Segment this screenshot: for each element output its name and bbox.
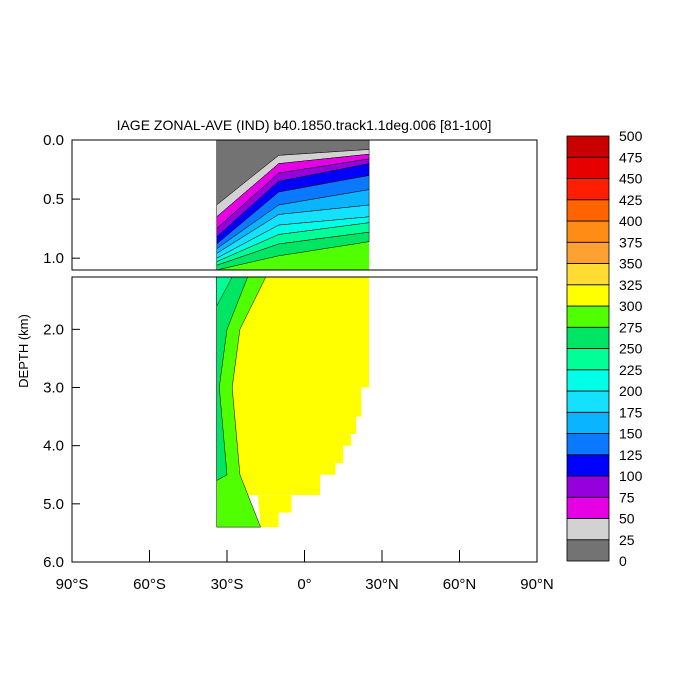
- colorbar-label: 400: [619, 213, 643, 229]
- colorbar: 0 25 50 75 100 125 150 175 200 225 250 275 300 325 350…: [566, 128, 643, 569]
- y-tick-label: 2.0: [43, 321, 64, 338]
- chart-title: IAGE ZONAL-AVE (IND) b40.1850.track1.1de…: [117, 117, 492, 133]
- colorbar-label: 500: [619, 128, 643, 144]
- colorbar-label: 175: [619, 404, 643, 420]
- upper-y-ticks: 0.0 0.5 1.0: [43, 132, 80, 267]
- colorbar-label: 475: [619, 149, 643, 165]
- x-tick-label: 30°N: [365, 576, 399, 593]
- colorbar-swatch: [566, 178, 610, 201]
- y-tick-label: 0.0: [43, 132, 64, 149]
- y-tick-label: 0.5: [43, 191, 64, 208]
- colorbar-label: 350: [619, 256, 643, 272]
- colorbar-label: 25: [619, 532, 635, 548]
- land-mask-deep: [291, 512, 371, 562]
- lower-panel: 2.03.04.05.06.0 90°S 60°S 30°S 0° 30°N 60°N 90…: [43, 276, 554, 593]
- colorbar-label: 75: [619, 489, 635, 505]
- upper-plot-area: [216, 139, 370, 271]
- colorbar-label: 200: [619, 383, 643, 399]
- colorbar-label: 100: [619, 468, 643, 484]
- y-axis-label: DEPTH (km): [16, 314, 31, 388]
- x-tick-label: 60°S: [133, 576, 166, 593]
- y-tick-label: 1.0: [43, 250, 64, 267]
- colorbar-label: 125: [619, 447, 643, 463]
- y-tick-label: 4.0: [43, 438, 64, 455]
- colorbar-label: 275: [619, 319, 643, 335]
- lower-y-ticks: 2.0 3.0 4.0 5.0 6.0: [43, 321, 80, 571]
- colorbar-label: 375: [619, 234, 643, 250]
- colorbar-swatch: [566, 135, 610, 158]
- colorbar-label: 250: [619, 341, 643, 357]
- colorbar-swatch: [566, 241, 610, 264]
- colorbar-swatch: [566, 496, 610, 519]
- y-tick-label: 3.0: [43, 380, 64, 397]
- colorbar-swatch: [566, 263, 610, 286]
- colorbar-swatch: [566, 369, 610, 392]
- colorbar-swatch: [566, 220, 610, 243]
- colorbar-label: 225: [619, 362, 643, 378]
- colorbar-label: 0: [619, 553, 627, 569]
- colorbar-swatch: [566, 199, 610, 222]
- colorbar-swatch: [566, 326, 610, 349]
- colorbar-swatch: [566, 411, 610, 434]
- x-tick-label: 0°: [297, 576, 311, 593]
- colorbar-swatch: [566, 518, 610, 541]
- colorbar-label: 150: [619, 426, 643, 442]
- colorbar-label: 425: [619, 192, 643, 208]
- x-tick-label: 90°S: [56, 576, 89, 593]
- upper-panel-frame: [71, 139, 538, 271]
- y-tick-label: 6.0: [43, 554, 64, 571]
- colorbar-label: 300: [619, 298, 643, 314]
- y-tick-label: 5.0: [43, 496, 64, 513]
- colorbar-swatch: [566, 305, 610, 328]
- lower-deep-300: [258, 495, 292, 528]
- x-axis-ticks: 90°S 60°S 30°S 0° 30°N 60°N 90°N: [56, 550, 554, 593]
- colorbar-label: 50: [619, 511, 635, 527]
- upper-band-275: [216, 231, 370, 271]
- lower-band-275: [216, 276, 267, 528]
- colorbar-swatch: [566, 454, 610, 477]
- lower-plot-area: [216, 276, 371, 562]
- x-tick-label: 90°N: [520, 576, 554, 593]
- colorbar-label: 325: [619, 277, 643, 293]
- colorbar-swatch: [566, 156, 610, 179]
- colorbar-swatch: [566, 433, 610, 456]
- colorbar-swatch: [566, 475, 610, 498]
- colorbar-swatch: [566, 284, 610, 307]
- upper-panel: 0.0 0.5 1.0: [43, 132, 538, 271]
- colorbar-swatch: [566, 348, 610, 371]
- x-tick-label: 60°N: [443, 576, 477, 593]
- colorbar-swatch: [566, 539, 610, 562]
- colorbar-label: 450: [619, 171, 643, 187]
- x-tick-label: 30°S: [211, 576, 244, 593]
- colorbar-swatch: [566, 390, 610, 413]
